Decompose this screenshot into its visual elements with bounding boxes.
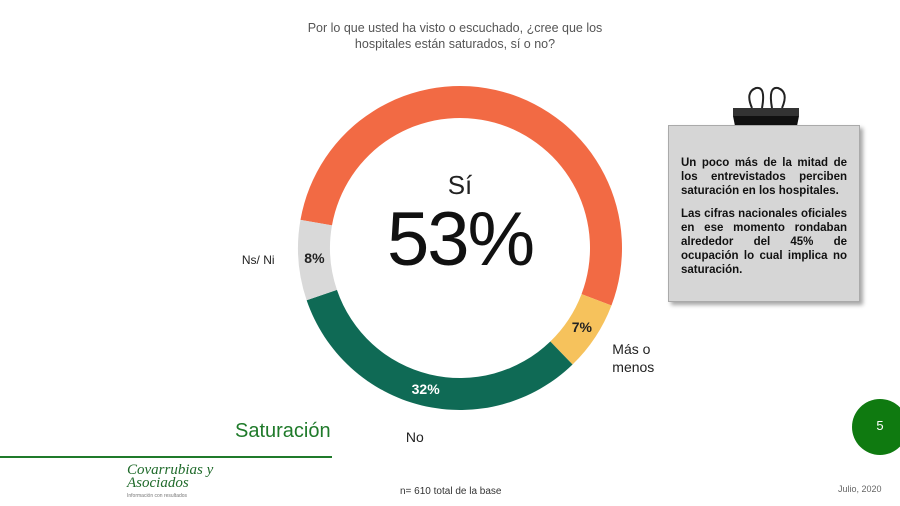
donut-segment <box>306 289 573 411</box>
value-label: 32% <box>411 380 440 397</box>
section-title: Saturación <box>235 420 331 442</box>
segment-label: Ns/ Ni <box>241 252 275 267</box>
value-label: 53% <box>386 197 535 282</box>
page-number: 5 <box>876 418 884 433</box>
segment-label: No <box>405 428 424 445</box>
question: Por lo que usted ha visto o escuchado, ¿… <box>307 21 603 51</box>
page-badge <box>852 399 900 455</box>
note-text: Las cifras nacionales oficiales en ese m… <box>681 208 847 276</box>
date: Julio, 2020 <box>838 484 882 494</box>
note-box: Un poco más de la mitad de los entrevist… <box>668 125 860 302</box>
logo: Covarrubias y Asociados <box>127 462 214 491</box>
value-label: 7% <box>571 319 592 336</box>
donut-segment <box>550 294 612 365</box>
donut-segment <box>297 219 337 301</box>
note-text: Un poco más de la mitad de los entrevist… <box>681 157 847 197</box>
logo-tagline: Información con resultados <box>127 493 188 499</box>
segment-label: Más o menos <box>612 340 655 375</box>
segment-label: Sí <box>447 170 473 200</box>
sample-note: n= 610 total de la base <box>400 486 502 497</box>
value-label: 8% <box>304 250 325 267</box>
donut-segment <box>300 86 622 306</box>
